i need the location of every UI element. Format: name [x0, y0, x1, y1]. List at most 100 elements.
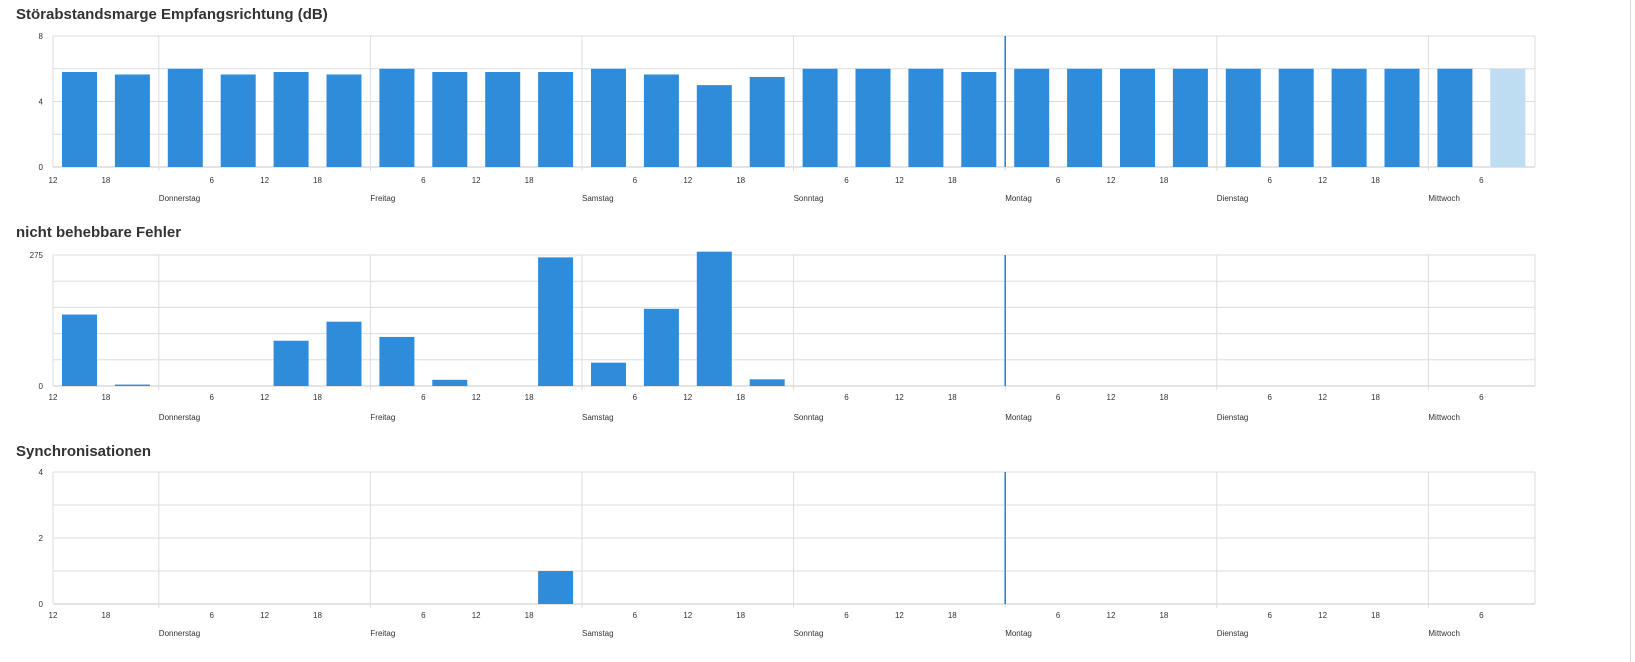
x-tick-label: 18	[736, 393, 745, 402]
x-tick-label: 18	[525, 393, 534, 402]
x-tick-label: 12	[1318, 611, 1327, 620]
bar	[114, 74, 150, 167]
bar	[591, 68, 626, 167]
bar	[62, 72, 97, 167]
x-tick-label: 12	[472, 611, 481, 620]
bar	[379, 336, 415, 386]
x-tick-label: 6	[844, 393, 849, 402]
x-tick-label: 6	[1479, 611, 1484, 620]
x-tick-label: 18	[1159, 611, 1168, 620]
grid-lines	[52, 471, 1536, 608]
x-tick-label: 6	[209, 393, 214, 402]
bar	[1067, 68, 1103, 167]
bar	[643, 308, 679, 386]
x-tick-label: 6	[1267, 176, 1272, 185]
day-label: Samstag	[582, 629, 614, 638]
day-label: Dienstag	[1217, 413, 1249, 422]
bar	[908, 68, 944, 167]
x-tick-label: 12	[1318, 393, 1327, 402]
bar	[538, 257, 574, 386]
x-tick-label: 6	[1479, 176, 1484, 185]
y-axis-labels: 4 2 0	[39, 468, 44, 609]
x-tick-label: 6	[421, 176, 426, 185]
x-tick-label: 12	[683, 176, 692, 185]
scrollbar-divider	[1630, 0, 1631, 662]
y-tick-label: 4	[39, 468, 44, 477]
page-scrollbar[interactable]	[1620, 0, 1635, 662]
x-tick-label: 6	[633, 393, 638, 402]
x-tick-label: 18	[313, 611, 322, 620]
bars	[62, 251, 785, 386]
bar	[855, 68, 891, 167]
bar	[1172, 68, 1208, 167]
chart-title: nicht behebbare Fehler	[16, 224, 182, 241]
bar	[749, 379, 785, 386]
bar	[1331, 68, 1367, 167]
day-label: Montag	[1005, 629, 1032, 638]
bar	[643, 74, 679, 167]
bar	[1014, 68, 1050, 167]
bar	[220, 74, 256, 167]
y-tick-label: 2	[39, 534, 44, 543]
bar	[485, 72, 521, 167]
y-tick-label: 0	[39, 600, 44, 609]
x-tick-label: 6	[1056, 176, 1061, 185]
x-tick-label: 18	[1371, 176, 1380, 185]
x-tick-label: 18	[101, 176, 110, 185]
x-tick-label: 6	[421, 611, 426, 620]
bars	[62, 68, 1526, 167]
day-label: Sonntag	[794, 413, 824, 422]
x-tick-label: 12	[1318, 176, 1327, 185]
x-tick-label: 12	[1107, 611, 1116, 620]
day-label: Donnerstag	[159, 413, 200, 422]
bar	[749, 76, 785, 167]
day-label: Donnerstag	[159, 194, 200, 203]
day-label: Freitag	[370, 413, 395, 422]
chart-title: Synchronisationen	[16, 443, 152, 460]
x-tick-label: 12	[49, 611, 58, 620]
y-tick-label: 275	[30, 251, 44, 260]
x-tick-label: 18	[948, 176, 957, 185]
day-labels: Donnerstag Freitag Samstag Sonntag Montag Die…	[159, 413, 1460, 422]
bar	[1225, 68, 1261, 167]
bar	[1278, 68, 1314, 167]
x-tick-label: 18	[313, 393, 322, 402]
y-tick-label: 0	[39, 382, 44, 391]
x-tick-label: 18	[313, 176, 322, 185]
x-tick-label: 18	[525, 611, 534, 620]
x-tick-label: 6	[1056, 611, 1061, 620]
day-label: Mittwoch	[1428, 194, 1460, 203]
sync-bar-chart: 4 2 0 12 18 6 12 18 6 12 18 6 12 18 6 12 18 6 12 18 6 12 18 6 Do…	[39, 468, 1536, 638]
day-label: Samstag	[582, 194, 614, 203]
day-label: Sonntag	[794, 194, 824, 203]
day-labels: Donnerstag Freitag Samstag Sonntag Montag Die…	[159, 194, 1460, 203]
x-tick-label: 18	[1159, 393, 1168, 402]
y-tick-label: 4	[39, 98, 44, 107]
bar	[696, 251, 732, 386]
x-tick-label: 6	[1479, 393, 1484, 402]
day-label: Freitag	[370, 629, 395, 638]
bar	[432, 72, 468, 167]
x-tick-label: 12	[895, 176, 904, 185]
bar	[167, 68, 203, 167]
x-tick-label: 6	[1267, 611, 1272, 620]
x-tick-label: 6	[844, 176, 849, 185]
x-tick-label: 12	[683, 393, 692, 402]
day-label: Sonntag	[794, 629, 824, 638]
chart-panel-sync: Synchronisationen 4 2 0 12 18 6 12 18 6 12 18 6 12 18…	[0, 440, 1620, 662]
x-tick-label: 6	[1267, 393, 1272, 402]
x-tick-label: 18	[525, 176, 534, 185]
x-axis-labels: 12 18 6 12 18 6 12 18 6 12 18 6 12 18 6 12 18 6 12 18 6	[49, 393, 1485, 402]
day-label: Dienstag	[1217, 194, 1249, 203]
x-tick-label: 18	[736, 611, 745, 620]
x-axis-labels: 12 18 6 12 18 6 12 18 6 12 18 6 12 18 6 12 18 6 12 18 6	[49, 611, 1485, 620]
x-tick-label: 18	[1159, 176, 1168, 185]
bar	[538, 571, 574, 604]
x-tick-label: 18	[948, 393, 957, 402]
x-tick-label: 12	[1107, 176, 1116, 185]
day-label: Mittwoch	[1428, 413, 1460, 422]
bar	[961, 72, 997, 167]
snr-bar-chart: 8 4 0 12 18 6 12 18 6 12 18 6 12 18 6 12 18 6 12 18 6 12 18 6 Do…	[39, 32, 1536, 203]
x-tick-label: 12	[49, 176, 58, 185]
x-tick-label: 18	[1371, 611, 1380, 620]
